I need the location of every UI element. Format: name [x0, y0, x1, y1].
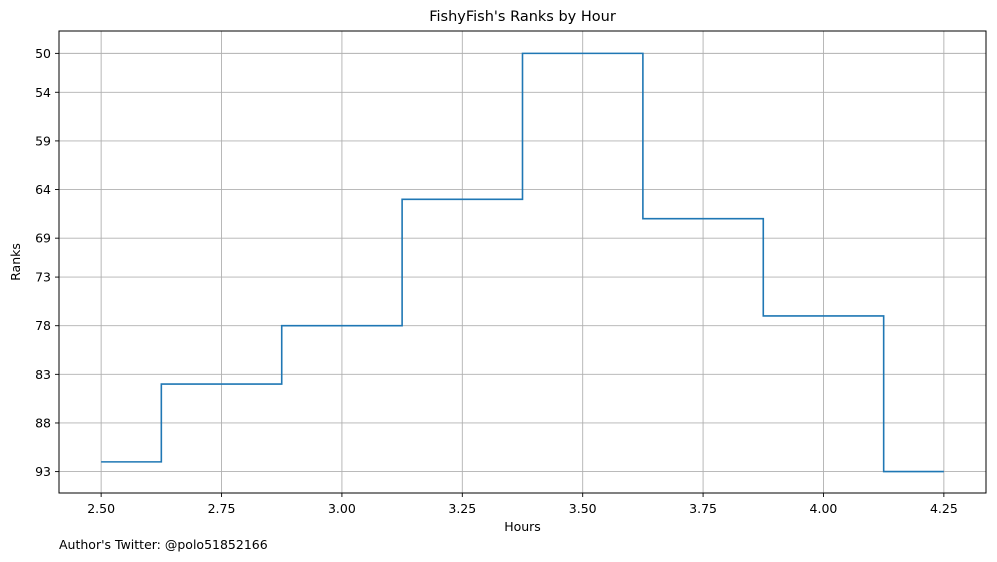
plot-frame: [58, 30, 987, 494]
y-tick-label: 78: [35, 318, 51, 333]
rank-step-line: [101, 52, 944, 473]
y-axis-title: Ranks: [8, 243, 23, 281]
x-tick-label: 3.75: [689, 501, 717, 516]
x-tick-label: 4.00: [810, 501, 838, 516]
y-tick-label: 64: [35, 182, 51, 197]
x-tick-label: 2.50: [87, 501, 115, 516]
x-axis-title: Hours: [504, 519, 541, 534]
y-tick-label: 59: [35, 133, 51, 148]
x-tick-label: 3.25: [448, 501, 476, 516]
y-tick-label: 88: [35, 415, 51, 430]
y-tick-label: 93: [35, 464, 51, 479]
y-tick-label: 83: [35, 367, 51, 382]
series-layer: [101, 52, 944, 473]
y-tick-label: 54: [35, 85, 51, 100]
axis-ticks: 2.50 2.75 3.00 3.25 3.50 3.75 4.00 4.25 50 54 59 64…: [35, 46, 958, 516]
chart-title: FishyFish's Ranks by Hour: [429, 9, 616, 25]
x-tick-label: 3.00: [328, 501, 356, 516]
x-tick-label: 4.25: [930, 501, 958, 516]
x-tick-label: 3.50: [569, 501, 597, 516]
x-tick-label: 2.75: [208, 501, 236, 516]
y-tick-label: 73: [35, 270, 51, 285]
grid-lines: [59, 31, 986, 493]
author-twitter-footnote: Author's Twitter: @polo51852166: [59, 537, 268, 552]
y-tick-label: 69: [35, 231, 51, 246]
y-tick-label: 50: [35, 46, 51, 61]
